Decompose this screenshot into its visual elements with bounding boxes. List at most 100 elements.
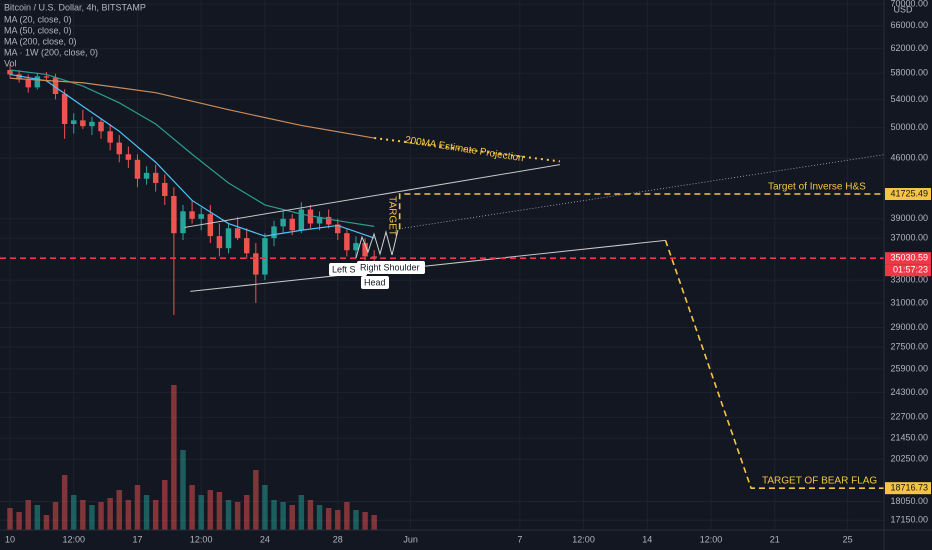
candle-body xyxy=(298,209,305,231)
y-tick-label: 29000.00 xyxy=(890,322,928,332)
candle-body xyxy=(335,224,341,234)
y-tick-label: 66000.00 xyxy=(890,20,928,30)
candle-body xyxy=(116,142,122,155)
candle-body xyxy=(325,216,332,225)
volume-bar xyxy=(134,485,141,530)
candle-body xyxy=(207,214,214,237)
candle-body xyxy=(316,216,323,224)
y-tick-label: 24300.00 xyxy=(890,387,928,397)
y-tick-label: 22700.00 xyxy=(890,412,928,422)
drawing xyxy=(395,154,885,230)
drawing xyxy=(398,193,884,230)
candle-body xyxy=(234,228,241,239)
volume-bar xyxy=(171,385,177,530)
candle-body xyxy=(262,238,268,275)
y-tick-label: 70000.00 xyxy=(890,0,928,9)
volume-bar xyxy=(34,505,41,530)
volume-bar xyxy=(152,500,159,530)
candle-body xyxy=(198,214,204,219)
candle-body xyxy=(152,172,159,183)
annotation: Head xyxy=(364,277,386,287)
volume-bar xyxy=(271,500,277,530)
volume-bar xyxy=(98,502,104,530)
x-tick-label: 10 xyxy=(5,534,15,544)
drawing xyxy=(184,164,560,228)
annotation: Target of Inverse H&S xyxy=(768,182,866,193)
x-tick-label: Jun xyxy=(403,534,418,544)
volume-bar xyxy=(189,485,195,530)
candle-body xyxy=(353,243,359,251)
y-tick-label: 39000.00 xyxy=(890,213,928,223)
volume-bar xyxy=(262,485,268,530)
volume-bar xyxy=(289,505,295,530)
candle-body xyxy=(134,159,141,179)
candle-body xyxy=(271,226,277,239)
volume-bar xyxy=(298,495,305,530)
candle-body xyxy=(189,211,195,219)
price-label: 18716.73 xyxy=(890,483,928,493)
x-tick-label: 12:00 xyxy=(700,534,723,544)
candle-body xyxy=(89,121,95,127)
candle-body xyxy=(7,70,13,75)
x-tick-label: 12:00 xyxy=(190,534,213,544)
volume-bar xyxy=(125,500,132,530)
price-label-box xyxy=(885,252,931,265)
volume-bar xyxy=(16,512,22,530)
lines xyxy=(0,69,885,489)
candle-body xyxy=(80,120,86,127)
volume-bar xyxy=(80,500,86,530)
volume-bar xyxy=(225,500,232,530)
volume-bar xyxy=(143,495,150,530)
drawing xyxy=(374,137,561,163)
candle-body xyxy=(52,77,59,94)
volume-bar xyxy=(89,505,95,530)
x-tick-label: 24 xyxy=(260,534,270,544)
x-tick-label: 12:00 xyxy=(572,534,595,544)
candle-body xyxy=(253,253,259,275)
candles xyxy=(7,63,377,316)
candle-body xyxy=(16,74,22,80)
y-tick-label: 46000.00 xyxy=(890,153,928,163)
candle-body xyxy=(25,79,31,88)
volume-bar xyxy=(335,510,341,530)
volume-bar xyxy=(52,502,59,530)
y-tick-label: 21450.00 xyxy=(890,433,928,443)
price-label-box xyxy=(885,482,931,495)
candle-body xyxy=(362,243,368,257)
volume-bar xyxy=(353,510,359,530)
candle-body xyxy=(216,236,223,249)
candle-body xyxy=(43,76,50,78)
legend-entry: MA · 1W (200, close, 0) xyxy=(4,47,98,57)
price-label-box xyxy=(885,188,931,201)
x-tick-label: 7 xyxy=(517,534,522,544)
y-tick-label: 37000.00 xyxy=(890,232,928,242)
candle-body xyxy=(125,154,132,160)
volume-bar xyxy=(7,508,13,530)
candle-body xyxy=(61,93,68,124)
candle-body xyxy=(180,211,186,234)
volume-bar xyxy=(234,502,241,530)
annotation: TARGET OF BEAR FLAG xyxy=(762,476,877,487)
countdown-box xyxy=(885,264,931,277)
candle-body xyxy=(289,218,295,231)
candle-body xyxy=(34,76,41,88)
y-tick-label: 20250.00 xyxy=(890,454,928,464)
volume-bar xyxy=(325,508,332,530)
y-tick-label: 62000.00 xyxy=(890,43,928,53)
candle-body xyxy=(371,256,377,259)
legend-entry: Vol xyxy=(4,58,17,68)
volume-bar xyxy=(116,490,122,530)
volume-bar xyxy=(71,495,77,530)
y-tick-label: 50000.00 xyxy=(890,122,928,132)
candle-body xyxy=(171,195,177,234)
volume-bar xyxy=(207,490,214,530)
y-tick-label: 31000.00 xyxy=(890,297,928,307)
label-box xyxy=(361,276,389,289)
annotation: Right Shoulder xyxy=(360,262,420,272)
annotation: TARGET xyxy=(386,196,397,236)
volume-bar xyxy=(107,498,113,530)
candle-body xyxy=(107,131,113,143)
label-box xyxy=(357,261,425,274)
chart-title: Bitcoin / U.S. Dollar, 4h, BITSTAMP xyxy=(4,2,146,12)
